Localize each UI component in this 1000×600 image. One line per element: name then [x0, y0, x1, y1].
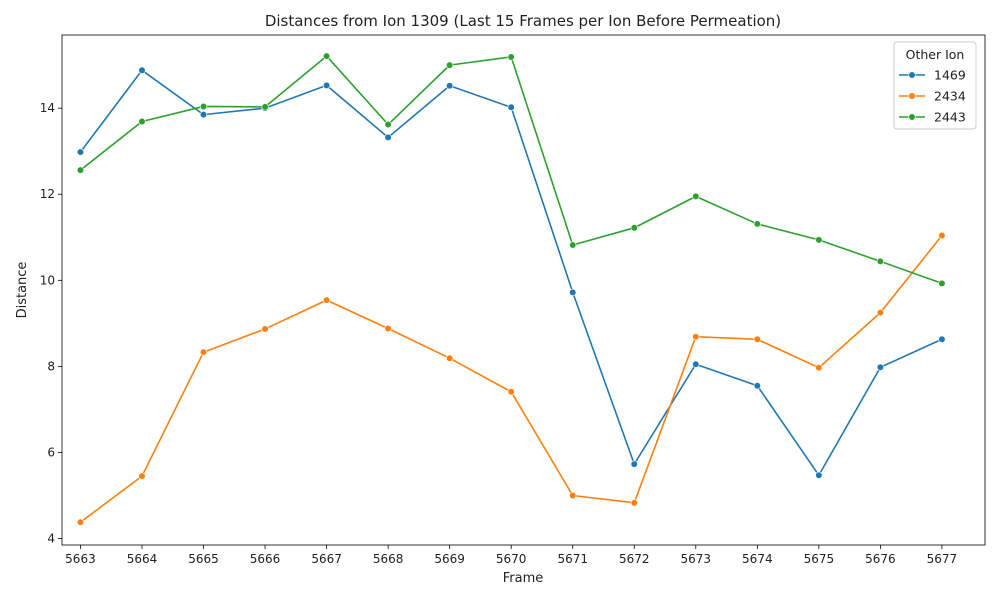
- data-point: [692, 360, 700, 368]
- data-point: [938, 279, 946, 287]
- x-tick-label: 5674: [742, 552, 773, 566]
- data-point: [507, 53, 515, 61]
- x-tick-label: 5673: [681, 552, 712, 566]
- data-point: [446, 82, 454, 90]
- x-tick-label: 5668: [373, 552, 404, 566]
- x-tick-label: 5675: [804, 552, 835, 566]
- data-point: [76, 518, 85, 526]
- legend-title: Other Ion: [906, 47, 965, 62]
- x-tick-label: 5665: [188, 552, 219, 566]
- x-tick-label: 5663: [65, 552, 96, 566]
- legend-item-1469: 1469: [899, 68, 966, 83]
- legend-label: 2434: [934, 89, 966, 104]
- data-point: [753, 335, 761, 343]
- data-point: [692, 192, 700, 200]
- data-point: [815, 236, 823, 244]
- y-tick-label: 10: [40, 273, 55, 287]
- data-point: [938, 335, 946, 343]
- data-point: [692, 333, 700, 341]
- data-point: [876, 257, 884, 265]
- data-point: [876, 363, 884, 371]
- data-point: [138, 66, 146, 74]
- series-2443: [76, 52, 946, 287]
- x-tick-label: 5664: [127, 552, 158, 566]
- data-point: [322, 296, 331, 304]
- x-axis-label: Frame: [503, 571, 544, 586]
- data-point: [569, 241, 577, 249]
- x-tick-label: 5672: [619, 552, 650, 566]
- data-point: [569, 288, 577, 296]
- y-tick-label: 14: [40, 101, 55, 115]
- series-layer: [76, 52, 946, 526]
- chart-title: Distances from Ion 1309 (Last 15 Frames …: [265, 12, 781, 30]
- data-point: [938, 231, 946, 240]
- plot-frame: [61, 34, 986, 546]
- legend: Other Ion 1469 2434 2443: [893, 41, 977, 130]
- y-tick-label: 12: [40, 187, 55, 201]
- data-point: [199, 348, 208, 356]
- x-tick-label: 5670: [496, 552, 527, 566]
- data-point: [384, 133, 392, 142]
- y-axis-label: Distance: [15, 262, 30, 319]
- legend-box: [893, 41, 977, 130]
- data-point: [138, 117, 146, 126]
- data-point: [569, 491, 577, 500]
- data-point: [507, 388, 515, 396]
- y-axis: 4 6 8 10 12 14: [40, 101, 62, 546]
- data-point: [753, 220, 761, 228]
- data-point: [199, 102, 208, 111]
- data-point: [322, 81, 331, 89]
- legend-label: 1469: [934, 68, 966, 83]
- data-point: [630, 224, 638, 232]
- y-tick-label: 6: [47, 445, 55, 459]
- data-point: [384, 120, 392, 129]
- data-point: [507, 103, 515, 111]
- data-point: [384, 324, 392, 333]
- x-axis: 5663 5664 5665 5666 5667 5668 5669 5670 5671 5672…: [65, 545, 957, 566]
- data-point: [138, 472, 146, 480]
- x-tick-label: 5671: [557, 552, 588, 566]
- data-point: [446, 61, 454, 69]
- legend-item-2434: 2434: [899, 89, 966, 104]
- legend-marker: [908, 71, 916, 79]
- data-point: [630, 499, 638, 507]
- x-tick-label: 5667: [311, 552, 342, 566]
- data-point: [815, 364, 823, 372]
- y-tick-label: 4: [47, 532, 55, 546]
- data-point: [76, 166, 85, 174]
- legend-marker: [908, 113, 916, 121]
- data-point: [876, 308, 884, 317]
- data-point: [446, 354, 454, 362]
- data-point: [630, 460, 638, 468]
- data-point: [261, 103, 269, 111]
- data-point: [815, 471, 823, 479]
- legend-label: 2443: [934, 110, 966, 125]
- x-tick-label: 5677: [927, 552, 958, 566]
- x-tick-label: 5676: [865, 552, 896, 566]
- data-point: [322, 52, 331, 60]
- data-point: [261, 325, 269, 333]
- x-tick-label: 5669: [434, 552, 465, 566]
- legend-item-2443: 2443: [899, 110, 966, 125]
- series-2434: [76, 231, 946, 526]
- x-tick-label: 5666: [250, 552, 281, 566]
- data-point: [753, 382, 761, 390]
- legend-marker: [908, 92, 916, 100]
- data-point: [199, 111, 208, 119]
- data-point: [76, 148, 85, 156]
- y-tick-label: 8: [47, 359, 55, 373]
